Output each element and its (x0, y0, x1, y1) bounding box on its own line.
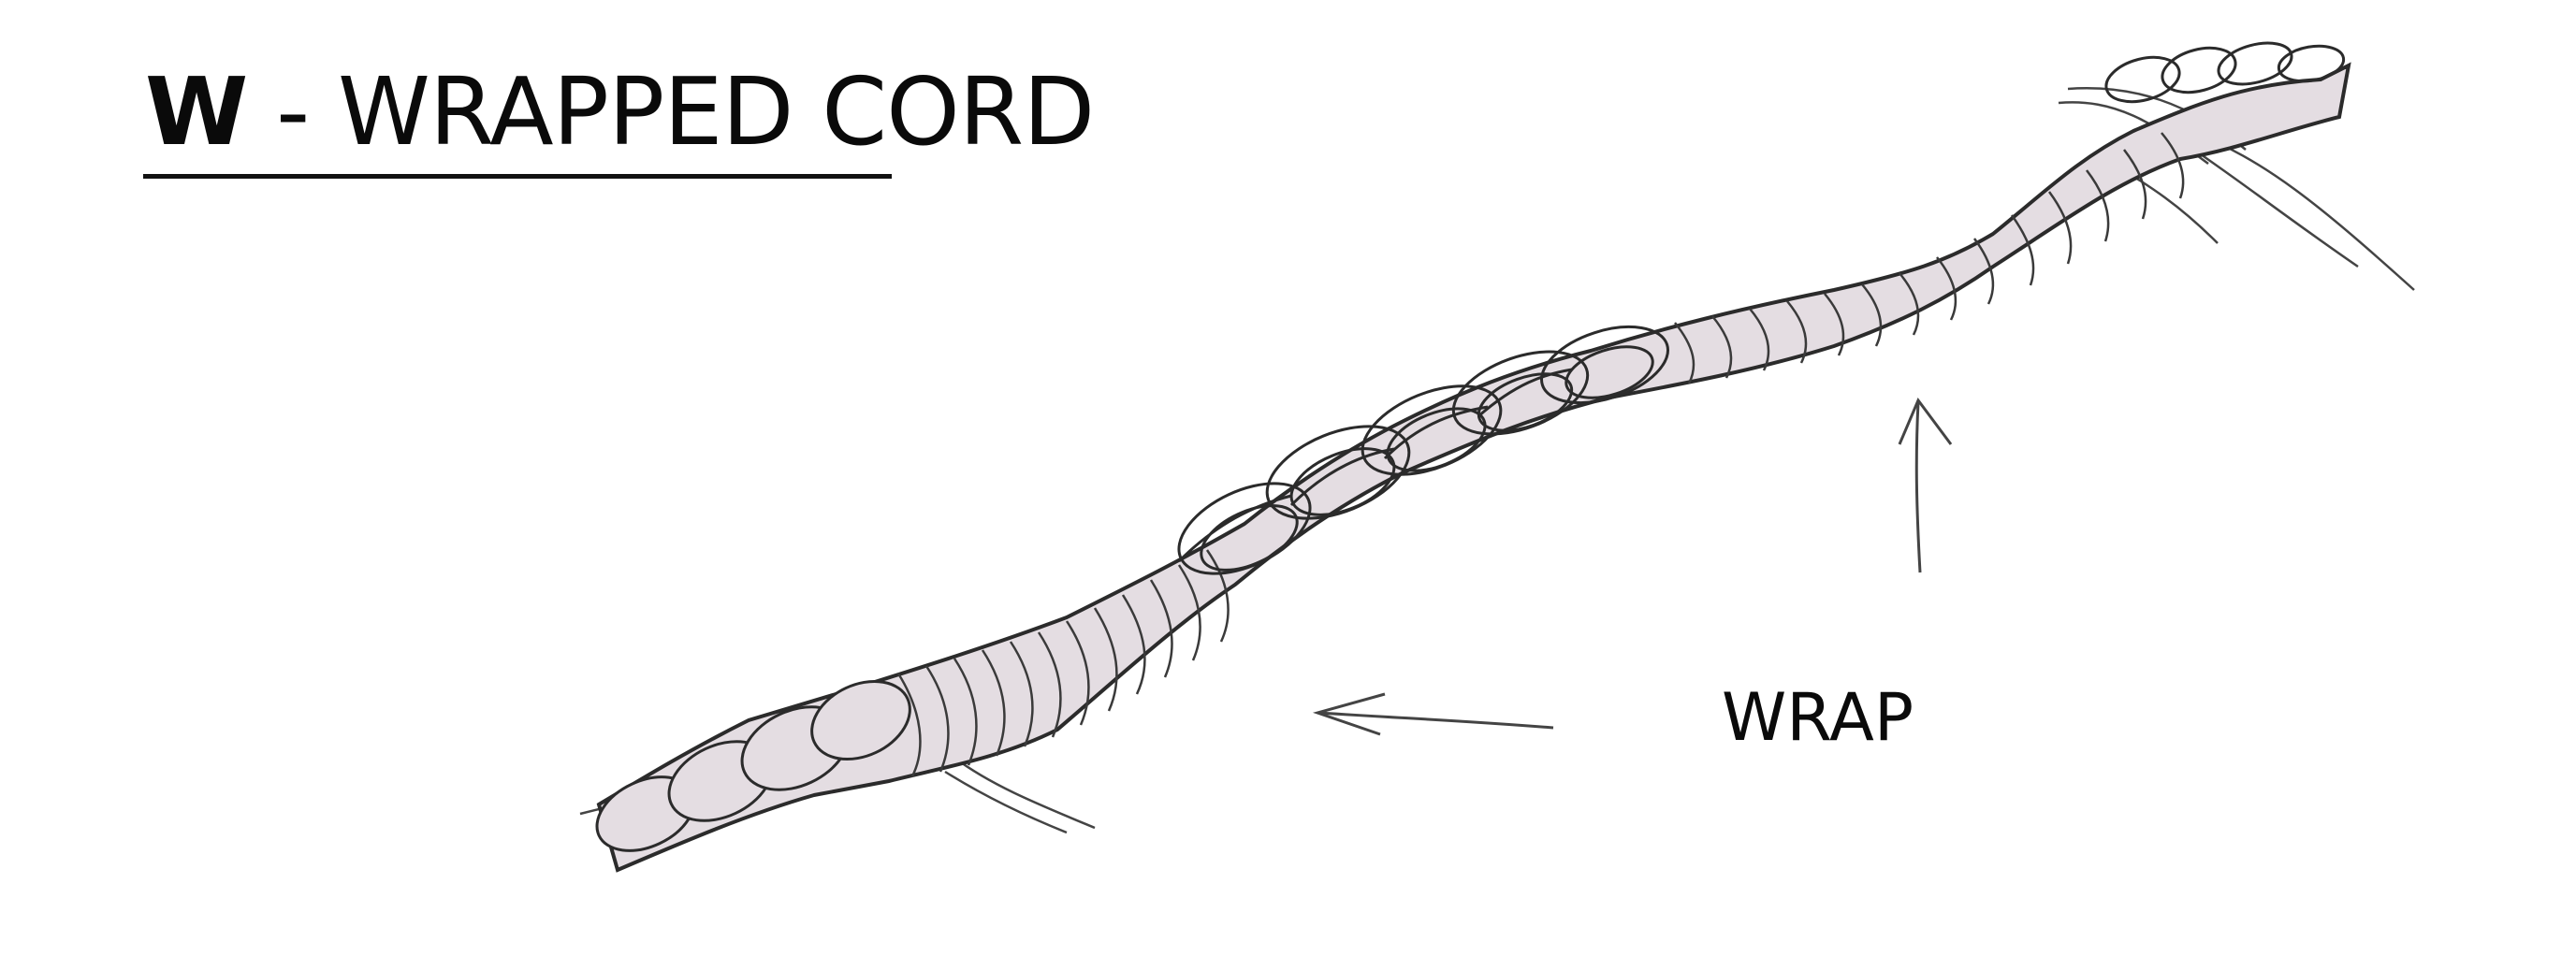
end-binding-left (595, 679, 911, 852)
diagram-title: W - WRAPPED CORD (145, 65, 1095, 159)
wrap-label: WRAP (1722, 679, 1914, 756)
knotted-wrap-middle (1177, 326, 1669, 575)
arrow-left (1312, 692, 1554, 736)
title-underline (143, 174, 892, 179)
title-letter: W (145, 57, 248, 167)
wrap-lines-lower (896, 549, 1230, 777)
end-binding-right (2104, 41, 2346, 104)
arrow-up (1898, 398, 1953, 573)
wrap-lines-upper (1674, 132, 2185, 384)
title-text: - WRAPPED CORD (247, 57, 1095, 167)
